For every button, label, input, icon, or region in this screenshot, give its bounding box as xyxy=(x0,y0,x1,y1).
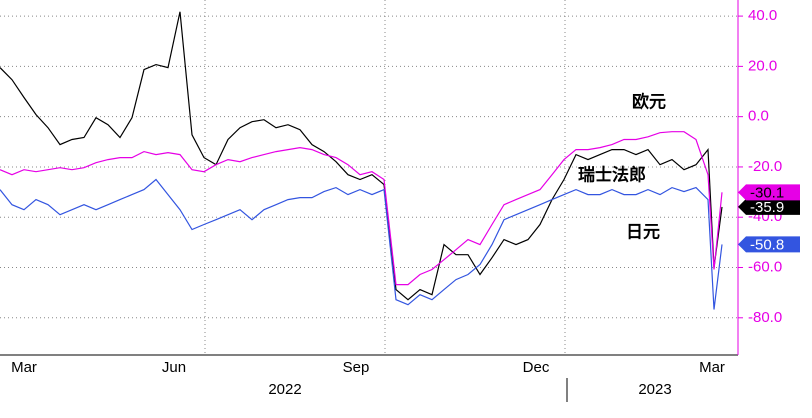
last-value-box xyxy=(738,184,800,201)
y-tick-label: -60.0 xyxy=(748,258,782,275)
x-tick-label: Jun xyxy=(162,359,186,376)
series-line xyxy=(0,178,723,310)
year-label: 2022 xyxy=(268,381,301,398)
x-tick-label: Mar xyxy=(11,359,37,376)
y-tick-label: -80.0 xyxy=(748,309,782,326)
last-value-label: -30.1 xyxy=(750,184,784,201)
x-tick-label: Sep xyxy=(343,359,370,376)
series-name: 日元 xyxy=(626,223,660,243)
x-tick-label: Mar xyxy=(699,359,725,376)
y-tick-label: -20.0 xyxy=(748,158,782,175)
series-line xyxy=(0,131,723,286)
series-name: 瑞士法郎 xyxy=(578,165,646,186)
last-value-box xyxy=(738,198,800,215)
year-label: 2023 xyxy=(638,381,671,398)
series-name: 欧元 xyxy=(632,92,666,113)
last-value-box xyxy=(738,236,800,253)
last-value-label: -35.9 xyxy=(750,199,784,216)
series-line xyxy=(0,11,723,301)
x-tick-label: Dec xyxy=(523,359,550,376)
y-tick-label: 0.0 xyxy=(748,108,769,125)
y-tick-label: 40.0 xyxy=(748,7,777,24)
last-value-label: -50.8 xyxy=(750,236,784,253)
y-tick-label: 20.0 xyxy=(748,57,777,74)
